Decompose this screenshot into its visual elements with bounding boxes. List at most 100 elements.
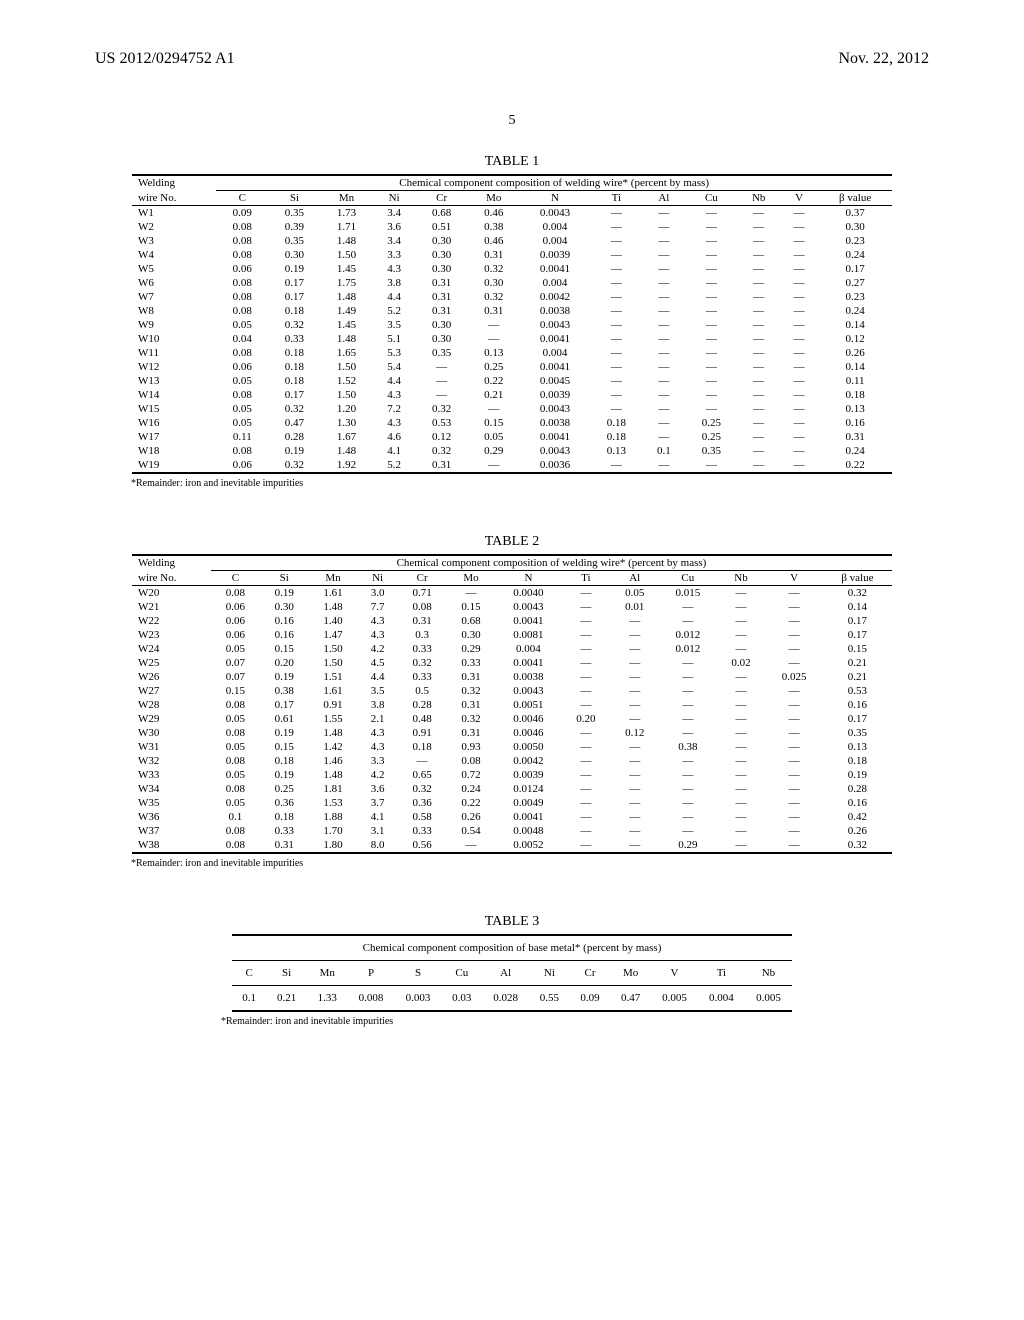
cell: 0.0041	[495, 656, 561, 670]
doc-id: US 2012/0294752 A1	[95, 50, 235, 68]
cell: 0.28	[823, 782, 892, 796]
cell: —	[447, 586, 496, 601]
table-3: Chemical component composition of base m…	[232, 934, 792, 1012]
cell: 0.08	[211, 824, 260, 838]
cell: 4.3	[357, 614, 397, 628]
cell: —	[561, 824, 610, 838]
cell: 0.17	[818, 262, 892, 276]
cell: 0.47	[268, 416, 320, 430]
cell: —	[561, 768, 610, 782]
cell: 0.025	[765, 670, 822, 684]
column-header: Si	[266, 961, 307, 986]
cell: —	[642, 360, 685, 374]
cell: 0.08	[216, 304, 268, 318]
cell: —	[590, 374, 642, 388]
cell: —	[685, 458, 737, 473]
cell: 0.32	[416, 402, 468, 416]
cell: —	[610, 614, 659, 628]
wire-id: W9	[132, 318, 216, 332]
wire-id: W18	[132, 444, 216, 458]
cell: 0.31	[416, 304, 468, 318]
cell: 0.05	[211, 740, 260, 754]
cell: 1.65	[320, 346, 372, 360]
cell: 0.68	[447, 614, 496, 628]
cell: 0.31	[468, 304, 520, 318]
cell: 0.03	[441, 986, 482, 1012]
cell: 0.06	[216, 262, 268, 276]
column-header: V	[765, 571, 822, 586]
cell: 0.05	[216, 416, 268, 430]
cell: —	[765, 810, 822, 824]
cell: —	[685, 220, 737, 234]
cell: 0.68	[416, 206, 468, 221]
cell: 1.80	[309, 838, 358, 853]
cell: —	[610, 628, 659, 642]
cell: 0.0046	[495, 712, 561, 726]
cell: 1.48	[309, 768, 358, 782]
t2-col-welding: Welding	[132, 555, 211, 571]
t3-span-header: Chemical component composition of base m…	[232, 935, 792, 961]
cell: 0.13	[590, 444, 642, 458]
cell: —	[685, 248, 737, 262]
cell: —	[765, 754, 822, 768]
column-header: C	[211, 571, 260, 586]
cell: —	[685, 360, 737, 374]
cell: 2.1	[357, 712, 397, 726]
cell: —	[780, 262, 818, 276]
cell: —	[737, 402, 779, 416]
cell: —	[780, 206, 818, 221]
column-header: N	[495, 571, 561, 586]
column-header: Nb	[745, 961, 792, 986]
cell: —	[642, 318, 685, 332]
cell: 1.49	[320, 304, 372, 318]
cell: 4.3	[357, 628, 397, 642]
cell: 0.38	[468, 220, 520, 234]
cell: 0.13	[468, 346, 520, 360]
cell: —	[642, 346, 685, 360]
cell: —	[717, 810, 766, 824]
cell: 0.30	[416, 234, 468, 248]
cell: 3.3	[373, 248, 416, 262]
t1-span-header: Chemical component composition of weldin…	[216, 175, 892, 191]
cell: 0.02	[717, 656, 766, 670]
cell: 0.08	[447, 754, 496, 768]
cell: 0.30	[416, 248, 468, 262]
cell: 0.08	[216, 388, 268, 402]
cell: 0.0124	[495, 782, 561, 796]
cell: —	[765, 586, 822, 601]
wire-id: W20	[132, 586, 211, 601]
cell: —	[659, 712, 716, 726]
cell: 0.31	[416, 290, 468, 304]
cell: 0.004	[520, 220, 590, 234]
cell: 0.0041	[520, 430, 590, 444]
wire-id: W17	[132, 430, 216, 444]
wire-id: W36	[132, 810, 211, 824]
cell: —	[765, 656, 822, 670]
cell: 1.48	[320, 234, 372, 248]
cell: 0.22	[468, 374, 520, 388]
column-header: C	[232, 961, 266, 986]
wire-id: W4	[132, 248, 216, 262]
column-header: N	[520, 191, 590, 206]
cell: 0.06	[211, 600, 260, 614]
cell: —	[717, 670, 766, 684]
cell: 0.05	[211, 642, 260, 656]
cell: —	[590, 402, 642, 416]
cell: 0.008	[348, 986, 395, 1012]
cell: 0.08	[216, 248, 268, 262]
column-header: Cr	[570, 961, 611, 986]
cell: 0.0052	[495, 838, 561, 853]
cell: 4.5	[357, 656, 397, 670]
cell: 1.61	[309, 684, 358, 698]
t1-col-wireno: wire No.	[132, 191, 216, 206]
cell: —	[737, 206, 779, 221]
cell: 0.3	[398, 628, 447, 642]
cell: —	[561, 740, 610, 754]
cell: 0.46	[468, 206, 520, 221]
cell: 0.36	[260, 796, 309, 810]
cell: 0.32	[398, 782, 447, 796]
cell: 0.31	[447, 726, 496, 740]
cell: —	[717, 838, 766, 853]
column-header: Mn	[320, 191, 372, 206]
cell: 0.15	[260, 740, 309, 754]
